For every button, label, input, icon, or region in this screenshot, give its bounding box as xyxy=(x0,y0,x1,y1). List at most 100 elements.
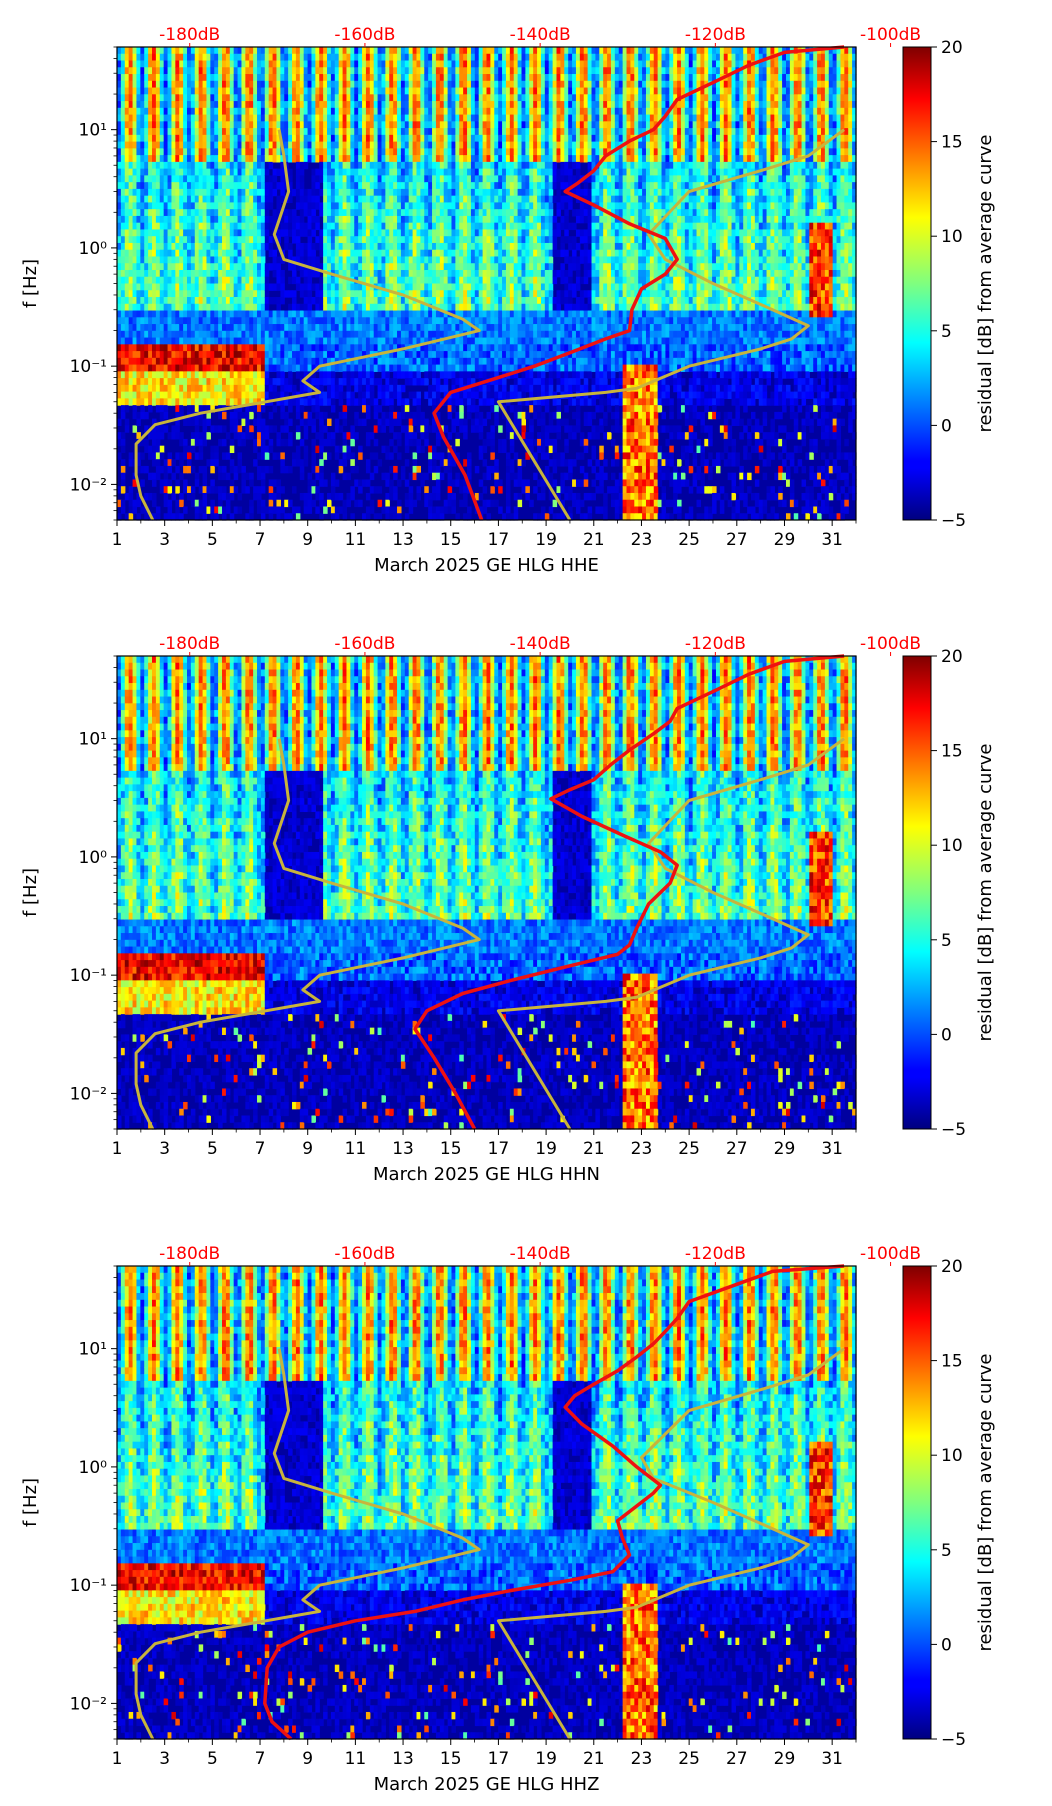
y-tick-label: 10⁻² xyxy=(70,1694,107,1714)
y-tick-label: 10¹ xyxy=(79,1340,107,1360)
top-db-label: -120dB xyxy=(685,634,746,654)
top-db-label: -180dB xyxy=(159,1244,220,1264)
x-axis-label: March 2025 GE HLG HHZ xyxy=(374,1774,600,1795)
colorbar-label: residual [dB] from average curve xyxy=(975,1353,996,1651)
x-tick-label: 25 xyxy=(678,1139,700,1159)
x-tick-label: 3 xyxy=(159,1749,170,1769)
x-tick-label: 13 xyxy=(392,1749,414,1769)
x-tick-label: 31 xyxy=(821,1139,843,1159)
top-db-label: -160dB xyxy=(334,634,395,654)
x-tick-label: 25 xyxy=(678,530,700,550)
x-tick-label: 23 xyxy=(631,530,653,550)
top-db-label: -100dB xyxy=(860,1244,921,1264)
x-tick-label: 11 xyxy=(345,1749,367,1769)
colorbar-tick-label: −5 xyxy=(941,1120,966,1140)
panel-3: 1 3 5 7 9 11 13 15 17 19 21 23 25 27 29 3110⁻²10⁻¹10⁰10… xyxy=(20,1244,996,1795)
x-tick-label: 17 xyxy=(488,1749,510,1769)
x-tick-label: 5 xyxy=(207,1139,218,1159)
colorbar-tick-label: 20 xyxy=(941,647,963,667)
colorbar-tick-label: 15 xyxy=(941,742,963,762)
colorbar-tick-label: 20 xyxy=(941,1257,963,1277)
colorbar-tick-label: 0 xyxy=(941,416,952,436)
x-tick-label: 11 xyxy=(345,530,367,550)
x-tick-label: 3 xyxy=(159,530,170,550)
top-db-label: -140dB xyxy=(510,634,571,654)
y-axis-label: f [Hz] xyxy=(20,868,41,917)
panel-2: 1 3 5 7 9 11 13 15 17 19 21 23 25 27 29 3110⁻²10⁻¹10⁰10… xyxy=(20,634,996,1185)
y-axis-label: f [Hz] xyxy=(20,259,41,308)
top-db-label: -100dB xyxy=(860,634,921,654)
x-tick-label: 19 xyxy=(535,1749,557,1769)
x-tick-label: 17 xyxy=(488,1139,510,1159)
y-axis-label: f [Hz] xyxy=(20,1478,41,1527)
x-tick-label: 15 xyxy=(440,1139,462,1159)
panel-1: 1 3 5 7 9 11 13 15 17 19 21 23 25 27 29 3110⁻²10⁻¹10⁰10… xyxy=(20,25,996,576)
heatmap xyxy=(117,1266,857,1740)
colorbar-gradient xyxy=(903,47,931,520)
top-db-label: -180dB xyxy=(159,634,220,654)
x-tick-label: 1 xyxy=(112,1139,123,1159)
x-tick-label: 27 xyxy=(726,1749,748,1769)
x-tick-label: 21 xyxy=(583,1139,605,1159)
x-tick-label: 13 xyxy=(392,1139,414,1159)
y-tick-label: 10¹ xyxy=(79,730,107,750)
colorbar-tick-label: 5 xyxy=(941,1541,952,1561)
heatmap xyxy=(117,47,857,521)
x-tick-label: 13 xyxy=(392,530,414,550)
colorbar-tick-label: 5 xyxy=(941,931,952,951)
colorbar-tick-label: −5 xyxy=(941,511,966,531)
top-db-label: -140dB xyxy=(510,1244,571,1264)
colorbar: −5 0 5 10 15 20 residual [dB] from average cur… xyxy=(903,647,996,1140)
x-tick-label: 5 xyxy=(207,1749,218,1769)
x-tick-label: 15 xyxy=(440,530,462,550)
top-db-label: -100dB xyxy=(860,25,921,45)
colorbar-tick-label: 10 xyxy=(941,227,963,247)
x-tick-label: 9 xyxy=(302,1749,313,1769)
x-tick-label: 7 xyxy=(255,530,266,550)
x-tick-label: 21 xyxy=(583,530,605,550)
colorbar-tick-label: 5 xyxy=(941,322,952,342)
x-tick-label: 29 xyxy=(774,1749,796,1769)
x-tick-label: 23 xyxy=(631,1749,653,1769)
x-tick-label: 27 xyxy=(726,530,748,550)
colorbar-tick-label: 0 xyxy=(941,1025,952,1045)
colorbar-label: residual [dB] from average curve xyxy=(975,743,996,1041)
colorbar-tick-label: 0 xyxy=(941,1635,952,1655)
y-tick-label: 10⁻¹ xyxy=(70,357,107,377)
y-tick-label: 10⁻¹ xyxy=(70,1576,107,1596)
x-tick-label: 31 xyxy=(821,530,843,550)
y-tick-label: 10⁻¹ xyxy=(70,966,107,986)
x-tick-label: 21 xyxy=(583,1749,605,1769)
top-db-label: -120dB xyxy=(685,1244,746,1264)
top-db-label: -120dB xyxy=(685,25,746,45)
x-tick-label: 7 xyxy=(255,1749,266,1769)
x-tick-label: 31 xyxy=(821,1749,843,1769)
x-tick-label: 29 xyxy=(774,530,796,550)
colorbar-tick-label: 15 xyxy=(941,1352,963,1372)
x-tick-label: 25 xyxy=(678,1749,700,1769)
colorbar-gradient xyxy=(903,1266,931,1739)
y-tick-label: 10¹ xyxy=(79,121,107,141)
y-tick-label: 10⁻² xyxy=(70,1084,107,1104)
x-tick-label: 17 xyxy=(488,530,510,550)
x-axis-label: March 2025 GE HLG HHE xyxy=(374,555,599,576)
top-db-label: -160dB xyxy=(334,1244,395,1264)
x-tick-label: 5 xyxy=(207,530,218,550)
colorbar-tick-label: −5 xyxy=(941,1730,966,1750)
colorbar-tick-label: 15 xyxy=(941,133,963,153)
x-tick-label: 11 xyxy=(345,1139,367,1159)
x-tick-label: 15 xyxy=(440,1749,462,1769)
x-tick-label: 1 xyxy=(112,1749,123,1769)
colorbar-tick-label: 10 xyxy=(941,1446,963,1466)
y-tick-label: 10⁻² xyxy=(70,475,107,495)
top-db-label: -180dB xyxy=(159,25,220,45)
colorbar-label: residual [dB] from average curve xyxy=(975,134,996,432)
x-tick-label: 3 xyxy=(159,1139,170,1159)
colorbar-tick-label: 10 xyxy=(941,836,963,856)
y-tick-label: 10⁰ xyxy=(79,1458,108,1478)
x-tick-label: 9 xyxy=(302,530,313,550)
heatmap xyxy=(117,656,857,1130)
x-tick-label: 29 xyxy=(774,1139,796,1159)
